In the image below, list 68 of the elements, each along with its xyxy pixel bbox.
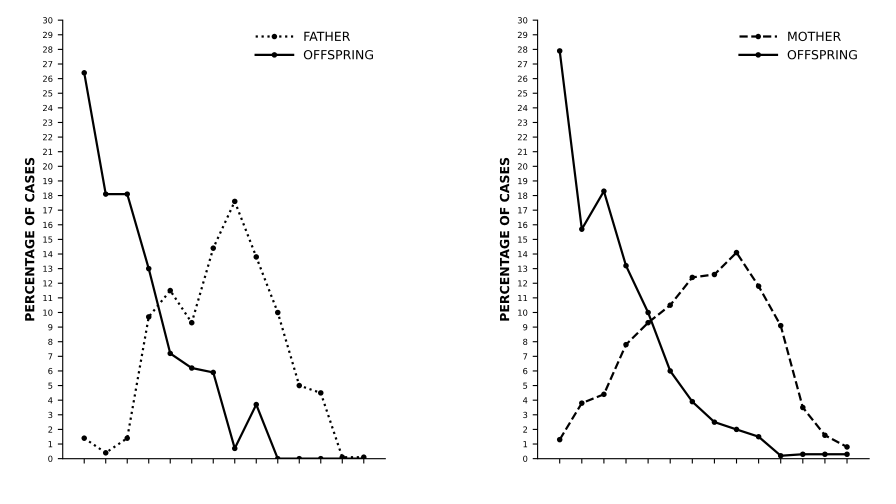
- y-tick-label: 5: [48, 382, 52, 389]
- y-tick-label: 14: [518, 251, 528, 258]
- legend-label: OFFSPRING: [788, 50, 857, 60]
- y-tick-label: 15: [43, 236, 52, 243]
- y-tick-label: 6: [523, 368, 528, 374]
- y-tick-label: 10: [43, 309, 52, 316]
- y-tick-label: 21: [518, 148, 528, 155]
- y-tick-label: 26: [518, 76, 528, 82]
- y-tick-label: 18: [43, 192, 52, 199]
- legend-label: MOTHER: [788, 32, 841, 42]
- y-tick-label: 19: [518, 178, 528, 184]
- y-tick-label: 9: [523, 324, 528, 330]
- y-tick-label: 19: [43, 178, 52, 184]
- y-tick-label: 29: [518, 32, 528, 38]
- y-tick-label: 12: [43, 280, 52, 286]
- y-tick-label: 16: [518, 222, 528, 228]
- y-tick-label: 18: [518, 192, 528, 199]
- y-tick-label: 14: [43, 251, 53, 258]
- y-tick-label: 3: [48, 412, 52, 418]
- y-tick-label: 12: [518, 280, 528, 286]
- y-tick-label: 4: [48, 397, 53, 404]
- legend-label: FATHER: [304, 32, 350, 41]
- y-tick-label: 1: [48, 441, 52, 448]
- y-tick-label: 3: [523, 412, 528, 418]
- y-tick-label: 27: [43, 60, 52, 68]
- y-tick-label: 13: [518, 266, 528, 272]
- y-tick-label: 4: [522, 397, 528, 404]
- y-tick-label: 25: [518, 90, 528, 97]
- y-tick-label: 29: [43, 32, 52, 38]
- y-tick-label: 7: [523, 353, 528, 360]
- y-tick-label: 23: [43, 119, 52, 126]
- y-tick-label: 16: [43, 222, 52, 228]
- y-tick-label: 8: [48, 338, 52, 345]
- y-tick-label: 9: [48, 324, 52, 330]
- y-tick-label: 6: [48, 368, 52, 374]
- y-tick-label: 23: [518, 119, 528, 126]
- y-tick-label: 24: [518, 104, 528, 112]
- y-tick-label: 5: [523, 382, 528, 389]
- y-tick-label: 27: [518, 60, 528, 68]
- y-tick-label: 8: [523, 338, 528, 345]
- legend-label: OFFSPRING: [304, 50, 373, 60]
- y-tick-label: 26: [43, 76, 52, 82]
- y-tick-label: 13: [43, 266, 52, 272]
- y-tick-label: 15: [518, 236, 528, 243]
- y-tick-label: 30: [518, 17, 528, 24]
- y-tick-label: 11: [43, 294, 52, 302]
- y-tick-label: 2: [48, 426, 52, 433]
- y-tick-label: 7: [48, 353, 52, 360]
- y-tick-label: 30: [43, 17, 52, 24]
- y-tick-label: 0: [48, 456, 52, 462]
- y-axis-title: PERCENTAGE OF CASES: [24, 158, 34, 321]
- y-tick-label: 17: [518, 207, 528, 214]
- y-tick-label: 20: [43, 163, 52, 170]
- y-tick-label: 28: [518, 46, 528, 53]
- y-tick-label: 25: [43, 90, 52, 97]
- y-tick-label: 22: [518, 134, 528, 140]
- y-tick-label: 28: [43, 46, 52, 53]
- y-tick-label: 21: [43, 148, 52, 155]
- y-tick-label: 24: [43, 104, 53, 112]
- y-axis-title: PERCENTAGE OF CASES: [500, 158, 510, 321]
- y-tick-label: 11: [518, 294, 528, 302]
- y-tick-label: 10: [518, 309, 528, 316]
- y-tick-label: 22: [43, 134, 52, 140]
- y-tick-label: 20: [518, 163, 528, 170]
- y-tick-label: 17: [43, 207, 52, 214]
- y-tick-label: 0: [523, 456, 528, 462]
- y-tick-label: 1: [523, 441, 528, 448]
- y-tick-label: 2: [523, 426, 528, 433]
